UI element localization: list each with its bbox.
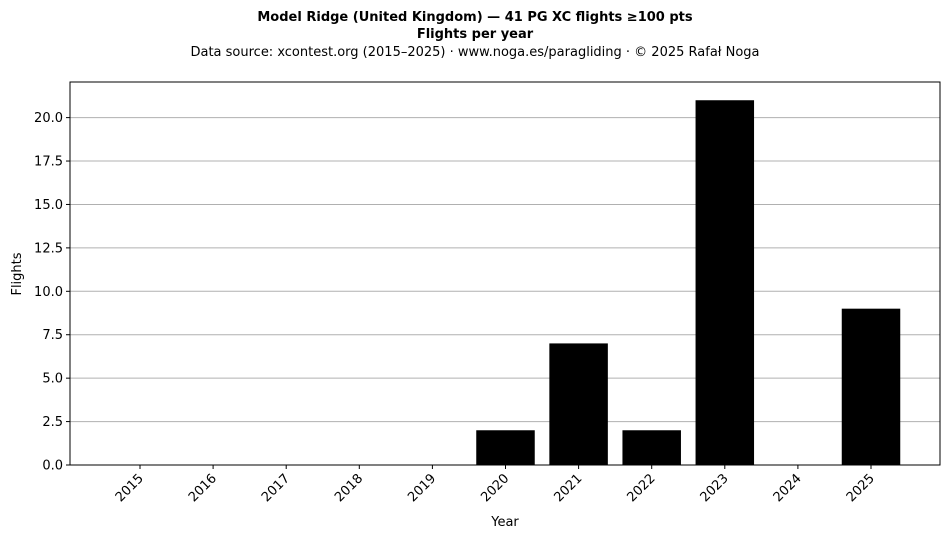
x-axis: 2015 2016 2017 2018 2019 2020 2021 2022 2023 2024… <box>113 465 878 505</box>
y-axis-label: Flights <box>10 252 25 295</box>
gridlines <box>70 117 940 423</box>
y-tick-label: 2.5 <box>42 415 63 430</box>
x-tick-label: 2015 <box>113 471 147 505</box>
x-tick-label: 2016 <box>186 471 220 505</box>
chart-source: Data source: xcontest.org (2015–2025) · … <box>190 45 759 60</box>
plot-frame <box>69 81 941 466</box>
x-tick-label: 2017 <box>259 471 293 505</box>
y-axis: 0.0 2.5 5.0 7.5 10.0 12.5 15.0 17.5 20.0 <box>34 111 70 474</box>
x-tick-label: 2023 <box>698 471 732 505</box>
bar-2022 <box>622 430 681 465</box>
y-tick-label: 17.5 <box>34 155 63 170</box>
x-tick-label: 2019 <box>405 471 439 505</box>
bar-2023 <box>695 100 755 465</box>
bar-2025 <box>841 308 901 465</box>
x-tick-label: 2022 <box>625 471 659 505</box>
x-tick-label: 2025 <box>844 471 878 505</box>
x-tick-label: 2018 <box>332 471 366 505</box>
y-tick-label: 7.5 <box>42 328 63 343</box>
y-tick-label: 12.5 <box>34 241 63 256</box>
x-tick-label: 2021 <box>551 471 585 505</box>
x-axis-label: Year <box>490 515 519 530</box>
y-tick-label: 5.0 <box>42 372 63 387</box>
bar-2021 <box>549 343 608 465</box>
bars <box>476 100 901 465</box>
y-tick-label: 20.0 <box>34 111 63 126</box>
bar-2020 <box>476 430 535 465</box>
chart-title: Model Ridge (United Kingdom) — 41 PG XC … <box>257 10 693 25</box>
chart-subtitle: Flights per year <box>417 27 534 42</box>
y-tick-label: 0.0 <box>42 459 63 474</box>
x-tick-label: 2020 <box>478 471 512 505</box>
x-tick-label: 2024 <box>771 471 805 505</box>
y-tick-label: 10.0 <box>34 285 63 300</box>
y-tick-label: 15.0 <box>34 198 63 213</box>
